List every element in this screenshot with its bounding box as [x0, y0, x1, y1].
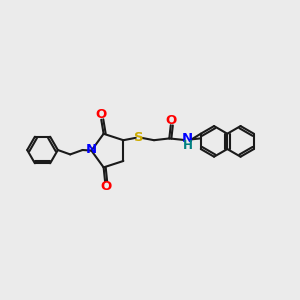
Text: O: O	[165, 114, 176, 127]
Text: O: O	[100, 180, 111, 193]
Text: N: N	[182, 132, 193, 145]
Text: S: S	[134, 131, 143, 144]
Text: H: H	[183, 139, 193, 152]
Text: N: N	[86, 143, 97, 156]
Text: O: O	[95, 108, 106, 122]
